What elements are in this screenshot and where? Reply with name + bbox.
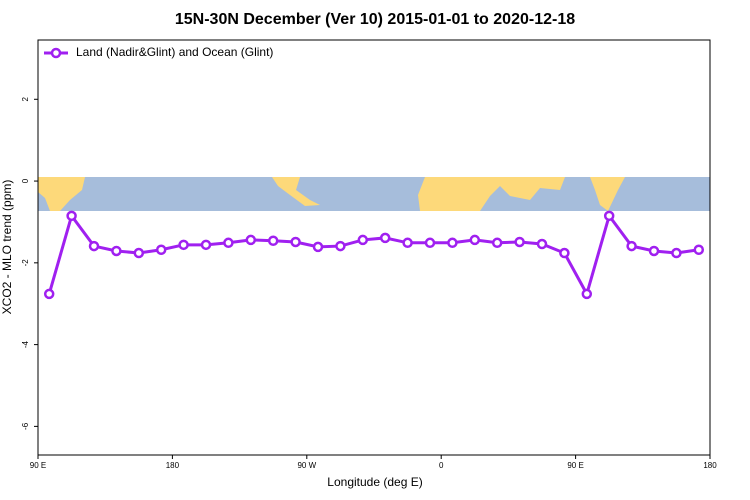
point (559, 247, 570, 259)
point (447, 237, 458, 249)
point (43, 288, 55, 300)
point (469, 234, 481, 246)
x-axis-label: Longitude (deg E) (327, 475, 422, 489)
point (178, 239, 189, 251)
legend-marker (50, 47, 62, 59)
x-tick-label: 180 (166, 461, 180, 470)
point (402, 237, 413, 249)
y-tick-label: 0 (21, 178, 30, 183)
map-band (38, 177, 710, 211)
y-tick-label: -4 (21, 341, 30, 349)
x-tick-label: 180 (703, 461, 717, 470)
point (267, 235, 279, 247)
point (290, 236, 301, 248)
point (155, 244, 167, 255)
point (424, 237, 436, 249)
point (223, 237, 234, 249)
x-tick-label: 90 W (297, 461, 316, 470)
y-tick-label: -6 (21, 422, 30, 430)
point (581, 288, 593, 300)
point (133, 247, 145, 259)
point (88, 240, 100, 252)
x-tick-label: 90 E (567, 461, 583, 470)
series-line (47, 212, 700, 298)
point (671, 247, 682, 259)
point (626, 240, 637, 252)
point (111, 245, 122, 257)
x-tick-label: 90 E (30, 461, 46, 470)
point (200, 239, 212, 251)
plot-frame (37, 39, 711, 456)
legend-label: Land (Nadir&Glint) and Ocean (Glint) (76, 45, 273, 59)
point (536, 238, 548, 250)
point (66, 210, 77, 222)
point (335, 240, 346, 252)
point (312, 241, 324, 253)
point (379, 232, 391, 244)
y-axis-label: XCO2 - MLO trend (ppm) (0, 180, 14, 315)
point (245, 234, 257, 246)
x-tick-label: 0 (439, 461, 444, 470)
point (491, 237, 503, 249)
y-tick-label: 2 (21, 97, 30, 102)
y-tick-label: -2 (21, 259, 30, 267)
point (693, 244, 705, 255)
chart-title: 15N-30N December (Ver 10) 2015-01-01 to … (175, 11, 575, 28)
point (648, 245, 660, 257)
point (514, 236, 525, 248)
point (603, 210, 615, 222)
point (357, 234, 369, 246)
